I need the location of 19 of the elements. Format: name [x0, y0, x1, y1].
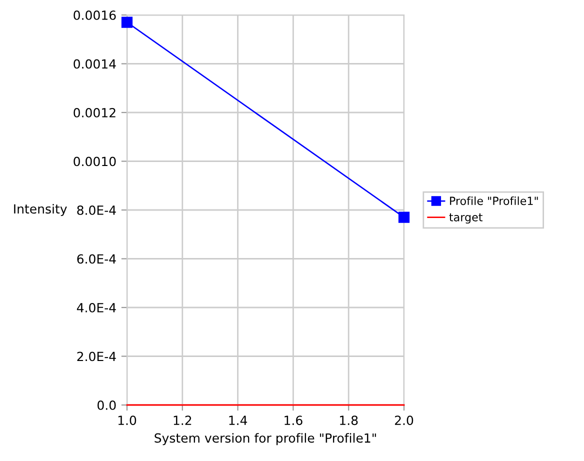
x-tick-label: 1.4 [229, 416, 248, 425]
x-tick-label: 1.8 [340, 416, 358, 426]
x-tick-label: 1.6 [284, 416, 302, 426]
y-tick-label: 8.0E-4 [77, 205, 116, 215]
legend-label: target [449, 213, 482, 224]
y-tick-label: 4.0E-4 [76, 302, 116, 312]
x-tick-label: 1.0 [118, 416, 136, 426]
y-tick-label: 0.0012 [74, 108, 116, 118]
y-tick-label: 6.0E-4 [77, 254, 116, 264]
x-tick-label: 2.0 [394, 416, 414, 426]
y-axis-title: Intensity [14, 204, 67, 216]
y-tick-label: 0.0014 [74, 59, 116, 69]
x-axis-title: System version for profile "Profile1" [154, 433, 376, 446]
legend-label: Profile "Profile1" [450, 196, 538, 206]
y-tick-label: 2.0E-4 [77, 352, 116, 362]
y-tick-label: 0.0010 [74, 156, 116, 166]
y-tick-label: 0.0 [98, 400, 116, 410]
y-tick-label: 0.0016 [74, 10, 116, 20]
x-tick-label: 1.2 [174, 416, 192, 425]
